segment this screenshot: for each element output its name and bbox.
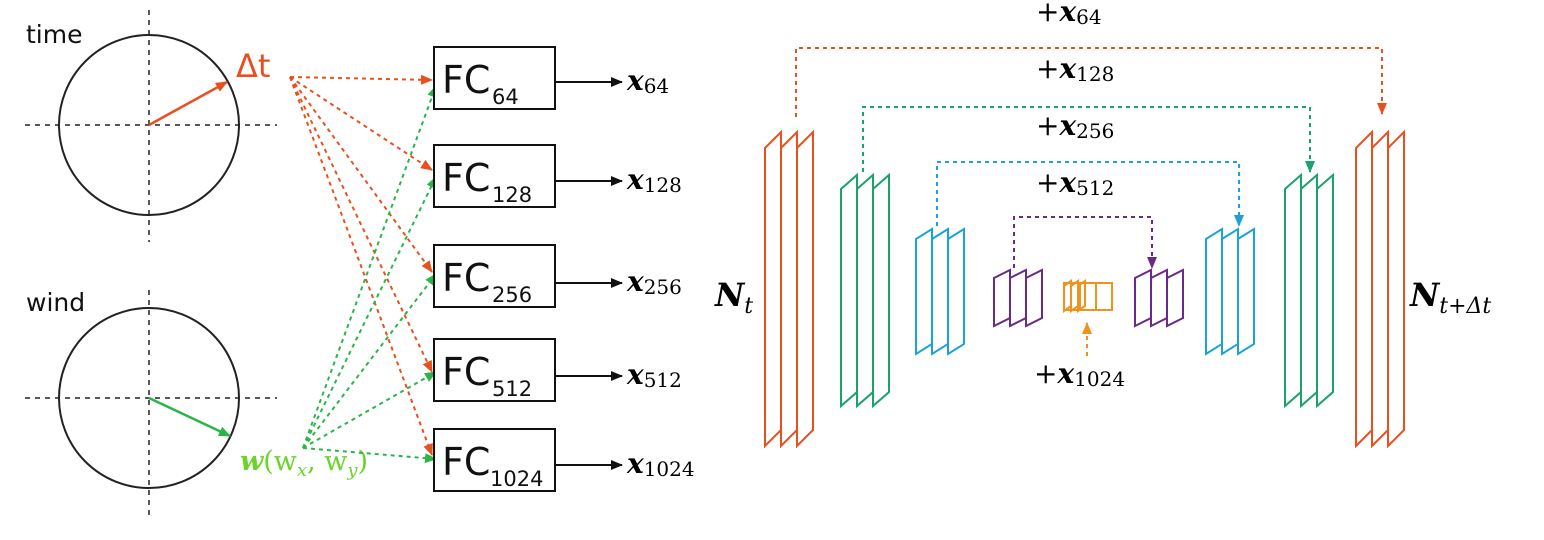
- wind-to-fc1024: [302, 447, 437, 464]
- skip-label-512: +x512: [1036, 166, 1114, 200]
- fc512-output-label: x512: [626, 358, 682, 392]
- skip-connection-64: [795, 47, 1387, 117]
- feature-map-slab: [840, 172, 858, 409]
- bottleneck-frame: [1063, 282, 1113, 311]
- fc-block-256: FC 256: [433, 244, 556, 308]
- skip-connection-512: [1013, 216, 1157, 269]
- fc-box: [433, 338, 556, 402]
- skip-connection-128: [862, 106, 1315, 173]
- unet-output-label: Nt+Δt: [1409, 276, 1491, 319]
- fc-size: 128: [492, 183, 532, 207]
- feature-map-slab: [1387, 129, 1405, 449]
- feature-map-slab: [780, 129, 798, 449]
- fc-size: 64: [492, 85, 519, 109]
- feature-map-slab: [1205, 227, 1223, 356]
- encoder-level-64-stack: [764, 129, 814, 449]
- wind-to-fc512: [302, 371, 437, 449]
- fc-name: FC: [442, 350, 490, 394]
- feature-map-slab: [872, 172, 890, 409]
- fc-name: FC: [442, 58, 490, 102]
- skip-connection-256: [936, 161, 1244, 227]
- fc-box: [433, 244, 556, 308]
- decoder-level-256-stack: [1205, 227, 1255, 356]
- fc-block-64: FC 64: [433, 46, 556, 110]
- fc-name: FC: [442, 256, 490, 300]
- wind-fanout: [302, 85, 437, 464]
- fc-size: 1024: [490, 467, 543, 491]
- feature-map-slab: [1221, 227, 1239, 356]
- time-encoding: time Δt: [25, 10, 277, 242]
- encoder-level-128-stack: [840, 172, 890, 409]
- fc-block-128: FC 128: [433, 144, 556, 208]
- wind-vector-arrow: [148, 396, 231, 438]
- wind-encoding: wind w(wx, wy): [25, 288, 368, 515]
- feature-map-slab: [1237, 227, 1255, 356]
- feature-map-slab: [1371, 129, 1389, 449]
- bottleneck-1024-stack: [1063, 279, 1113, 313]
- time-circle: [58, 34, 240, 216]
- wind-circle: [58, 307, 240, 489]
- skip-label-256: +x256: [1036, 109, 1114, 143]
- fc1024-output-label: x1024: [626, 447, 695, 481]
- wind-to-fc64: [302, 85, 437, 449]
- delta-t-to-fc256: [289, 76, 433, 273]
- fc256-output-label: x256: [626, 265, 682, 299]
- feature-map-slab: [915, 227, 933, 356]
- feature-map-slab: [1025, 268, 1043, 328]
- feature-map-slab: [947, 227, 965, 356]
- feature-map-slab: [1150, 268, 1168, 328]
- feature-map-slab: [1134, 268, 1152, 328]
- time-label: time: [26, 20, 82, 49]
- feature-map-slab: [993, 268, 1011, 328]
- decoder-level-64-stack: [1355, 129, 1405, 449]
- feature-map-slab: [1316, 172, 1334, 409]
- fc-box: [433, 46, 556, 110]
- wind-to-fc256: [302, 273, 437, 449]
- feature-map-slab: [1009, 268, 1027, 328]
- skip-label-64: +x64: [1036, 0, 1102, 29]
- fc-size: 512: [492, 377, 532, 401]
- feature-map-slab: [1166, 268, 1184, 328]
- fc128-output-label: x128: [626, 163, 682, 197]
- fc-size: 256: [492, 283, 532, 307]
- feature-map-slab: [856, 172, 874, 409]
- delta-t-to-fc512: [289, 76, 433, 373]
- feature-map-slab: [1300, 172, 1318, 409]
- fc-block-512: FC 512: [433, 338, 556, 402]
- fc-box: [433, 144, 556, 208]
- wind-to-fc128: [302, 176, 437, 449]
- fc-output-arrows: [555, 77, 623, 470]
- fc-name: FC: [442, 440, 490, 484]
- fc-block-1024: FC 1024: [433, 428, 556, 492]
- unet-input-label: Nt: [714, 276, 753, 319]
- feature-map-slab: [1063, 279, 1072, 313]
- feature-map-slab: [1284, 172, 1302, 409]
- fc-name: FC: [442, 156, 490, 200]
- feature-map-slab: [931, 227, 949, 356]
- fc-box: [433, 428, 556, 492]
- delta-t-to-fc1024: [289, 76, 433, 456]
- wind-label: wind: [26, 288, 85, 317]
- feature-map-slab: [764, 129, 782, 449]
- bottleneck-label-1024: +x1024: [1034, 357, 1125, 391]
- feature-map-slab: [796, 129, 814, 449]
- feature-map-slab: [1070, 279, 1079, 313]
- encoder-level-512-stack: [993, 268, 1043, 328]
- fc64-output-label: x64: [626, 64, 669, 98]
- encoder-level-256-stack: [915, 227, 965, 356]
- skip-connections: [795, 47, 1387, 356]
- delta-t-fanout: [289, 74, 433, 456]
- decoder-level-128-stack: [1284, 172, 1334, 409]
- delta-t-label: Δt: [236, 47, 270, 85]
- decoder-level-512-stack: [1134, 268, 1184, 328]
- delta-t-to-fc64: [289, 74, 433, 85]
- feature-map-slab: [1355, 129, 1373, 449]
- skip-label-128: +x128: [1036, 52, 1114, 86]
- wind-vector-label: w(wx, wy): [240, 446, 368, 481]
- time-vector-arrow: [148, 80, 228, 127]
